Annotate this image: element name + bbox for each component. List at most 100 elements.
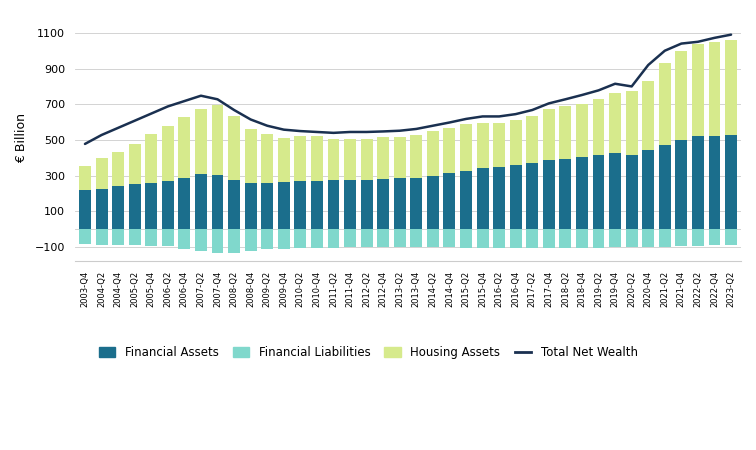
- Bar: [228, 117, 240, 180]
- Bar: [277, 182, 290, 230]
- Bar: [95, 158, 107, 189]
- Bar: [576, 157, 588, 230]
- Bar: [626, 155, 637, 230]
- Bar: [311, 136, 323, 181]
- Bar: [294, 136, 306, 181]
- Bar: [510, 230, 522, 248]
- Bar: [129, 184, 141, 230]
- Bar: [344, 180, 356, 230]
- Bar: [643, 230, 654, 247]
- Bar: [526, 163, 538, 230]
- Bar: [526, 230, 538, 248]
- Bar: [195, 230, 207, 251]
- Bar: [476, 122, 488, 168]
- Bar: [377, 137, 389, 179]
- Bar: [129, 230, 141, 245]
- Bar: [526, 117, 538, 163]
- Bar: [593, 230, 605, 248]
- Bar: [262, 230, 273, 249]
- Bar: [344, 230, 356, 247]
- Bar: [344, 139, 356, 180]
- Bar: [178, 177, 191, 230]
- Bar: [675, 51, 687, 140]
- Bar: [178, 230, 191, 248]
- Bar: [626, 230, 637, 247]
- Bar: [576, 230, 588, 248]
- Bar: [327, 180, 339, 230]
- Bar: [95, 189, 107, 230]
- Bar: [145, 230, 157, 246]
- Bar: [262, 183, 273, 230]
- Bar: [145, 134, 157, 183]
- Bar: [510, 165, 522, 230]
- Bar: [576, 104, 588, 157]
- Bar: [543, 109, 555, 160]
- Bar: [162, 181, 174, 230]
- Bar: [643, 150, 654, 230]
- Bar: [708, 230, 720, 245]
- Bar: [493, 167, 505, 230]
- Bar: [460, 230, 472, 248]
- Bar: [212, 175, 224, 230]
- Bar: [145, 183, 157, 230]
- Bar: [658, 63, 671, 145]
- Bar: [79, 190, 91, 230]
- Bar: [411, 177, 423, 230]
- Bar: [658, 145, 671, 230]
- Bar: [658, 230, 671, 247]
- Bar: [277, 138, 290, 182]
- Bar: [427, 230, 438, 247]
- Bar: [593, 99, 605, 155]
- Bar: [394, 178, 406, 230]
- Bar: [427, 131, 438, 176]
- Bar: [725, 230, 737, 245]
- Bar: [692, 230, 704, 246]
- Bar: [361, 230, 373, 247]
- Y-axis label: € Billion: € Billion: [15, 113, 28, 163]
- Bar: [162, 230, 174, 246]
- Legend: Financial Assets, Financial Liabilities, Housing Assets, Total Net Wealth: Financial Assets, Financial Liabilities,…: [94, 342, 643, 364]
- Bar: [294, 230, 306, 248]
- Bar: [559, 159, 572, 230]
- Bar: [361, 180, 373, 230]
- Bar: [112, 152, 124, 186]
- Bar: [162, 126, 174, 181]
- Bar: [460, 124, 472, 171]
- Bar: [476, 168, 488, 230]
- Bar: [311, 230, 323, 248]
- Bar: [675, 230, 687, 246]
- Bar: [543, 230, 555, 248]
- Bar: [195, 174, 207, 230]
- Bar: [212, 230, 224, 253]
- Bar: [294, 181, 306, 230]
- Bar: [277, 230, 290, 248]
- Bar: [411, 230, 423, 247]
- Bar: [609, 153, 621, 230]
- Bar: [609, 230, 621, 247]
- Bar: [593, 155, 605, 230]
- Bar: [178, 117, 191, 177]
- Bar: [195, 109, 207, 174]
- Bar: [262, 134, 273, 183]
- Bar: [675, 140, 687, 230]
- Bar: [444, 173, 455, 230]
- Bar: [708, 136, 720, 230]
- Bar: [327, 139, 339, 180]
- Bar: [725, 135, 737, 230]
- Bar: [112, 230, 124, 245]
- Bar: [476, 230, 488, 248]
- Bar: [327, 230, 339, 248]
- Bar: [129, 144, 141, 184]
- Bar: [559, 230, 572, 248]
- Bar: [228, 180, 240, 230]
- Bar: [394, 230, 406, 247]
- Bar: [692, 136, 704, 230]
- Bar: [559, 106, 572, 159]
- Bar: [692, 44, 704, 136]
- Bar: [493, 230, 505, 248]
- Bar: [245, 230, 256, 251]
- Bar: [245, 183, 256, 230]
- Bar: [543, 160, 555, 230]
- Bar: [245, 129, 256, 183]
- Bar: [79, 230, 91, 244]
